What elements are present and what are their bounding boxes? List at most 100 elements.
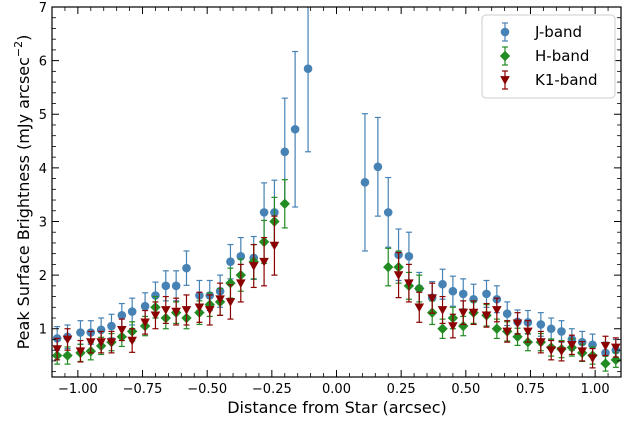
data-point xyxy=(360,178,370,187)
y-tick-label: 6 xyxy=(39,55,47,70)
legend-item-h-band: H-band xyxy=(499,46,589,66)
y-tick-label: 1 xyxy=(39,323,47,338)
data-point xyxy=(600,342,611,351)
data-point xyxy=(414,283,425,294)
data-point xyxy=(96,338,106,347)
data-point xyxy=(151,291,160,300)
legend-marker xyxy=(499,50,511,62)
data-point xyxy=(127,307,137,316)
data-point xyxy=(546,346,556,355)
legend-label: J-band xyxy=(534,23,582,41)
x-tick-label: 0.75 xyxy=(516,382,545,397)
legend-label: K1-band xyxy=(535,71,598,89)
legend-item-k1-band: K1-band xyxy=(500,70,598,90)
data-point xyxy=(150,311,161,321)
data-point xyxy=(536,320,546,329)
plot-area xyxy=(52,7,622,372)
data-point xyxy=(181,306,192,315)
x-tick-label: −1.00 xyxy=(58,382,98,397)
y-axis-label: Peak Surface Brightness (mJy arcsec−2) xyxy=(12,35,33,350)
y-axis-label-exponent: −2 xyxy=(12,41,25,57)
data-point xyxy=(523,327,533,337)
data-point xyxy=(512,319,523,329)
y-axis-label-close: ) xyxy=(14,35,33,41)
data-point xyxy=(404,252,414,261)
data-point xyxy=(567,340,577,350)
data-point xyxy=(458,320,469,332)
x-tick-label: 1.00 xyxy=(581,382,610,397)
data-point xyxy=(161,281,171,291)
data-point xyxy=(248,262,259,271)
legend-item-j-band: J-band xyxy=(500,22,582,42)
data-point xyxy=(280,147,290,157)
data-point xyxy=(502,327,512,337)
data-point xyxy=(117,311,127,320)
data-point xyxy=(611,343,621,353)
legend-items: J-band H-band K1-band xyxy=(499,22,598,90)
data-point xyxy=(171,307,181,317)
data-point xyxy=(226,257,235,267)
data-point xyxy=(303,64,313,73)
x-axis-label: Distance from Star (arcsec) xyxy=(227,398,447,417)
data-point xyxy=(225,277,236,289)
data-point xyxy=(269,241,280,251)
data-point xyxy=(171,281,181,291)
data-point xyxy=(62,350,73,361)
y-tick-label: 7 xyxy=(39,1,47,16)
data-point xyxy=(437,323,448,334)
data-point xyxy=(140,301,150,311)
data-point xyxy=(393,271,404,280)
data-point xyxy=(492,306,502,315)
series-k1-band xyxy=(52,215,621,369)
y-tick-label: 2 xyxy=(39,269,47,284)
data-point xyxy=(458,308,469,318)
data-point xyxy=(76,328,85,337)
data-point xyxy=(215,295,225,305)
data-point xyxy=(106,338,117,347)
y-tick-label: 3 xyxy=(39,215,47,230)
legend-box xyxy=(481,14,616,99)
data-point xyxy=(502,309,512,319)
data-point xyxy=(117,325,127,335)
data-point xyxy=(438,279,447,289)
data-point xyxy=(107,321,116,331)
y-tick-label: 4 xyxy=(39,162,47,177)
data-point xyxy=(448,322,458,331)
x-tick-label: −0.75 xyxy=(123,382,163,397)
data-point xyxy=(448,286,458,296)
data-point xyxy=(259,208,269,217)
data-point xyxy=(225,298,236,307)
x-tick-label: 0.50 xyxy=(451,382,480,397)
legend-marker xyxy=(500,27,510,37)
data-point xyxy=(587,354,598,364)
data-point xyxy=(62,335,73,345)
data-point xyxy=(290,124,300,134)
data-point xyxy=(491,323,503,334)
data-point xyxy=(468,308,479,318)
data-point xyxy=(161,306,171,315)
data-point xyxy=(577,347,588,357)
x-tick-label: −0.50 xyxy=(187,382,227,397)
data-point xyxy=(52,345,62,354)
data-point xyxy=(546,324,556,334)
data-point xyxy=(204,306,215,315)
y-tick-label: 5 xyxy=(39,108,47,123)
data-point xyxy=(236,279,246,288)
data-point xyxy=(404,279,414,288)
data-point xyxy=(437,306,448,315)
legend-marker xyxy=(500,76,510,85)
data-point xyxy=(600,358,611,369)
data-point xyxy=(85,338,96,347)
data-point xyxy=(259,257,269,267)
x-tick-label: 0.00 xyxy=(322,382,351,397)
data-point xyxy=(482,289,491,299)
legend: J-band H-band K1-band xyxy=(481,14,616,99)
data-point xyxy=(182,263,191,273)
x-tick-label: 0.25 xyxy=(387,382,416,397)
data-point xyxy=(383,208,393,217)
data-point xyxy=(279,198,290,209)
data-point xyxy=(140,318,150,328)
x-tick-label: −0.25 xyxy=(252,382,292,397)
data-point xyxy=(512,331,523,342)
